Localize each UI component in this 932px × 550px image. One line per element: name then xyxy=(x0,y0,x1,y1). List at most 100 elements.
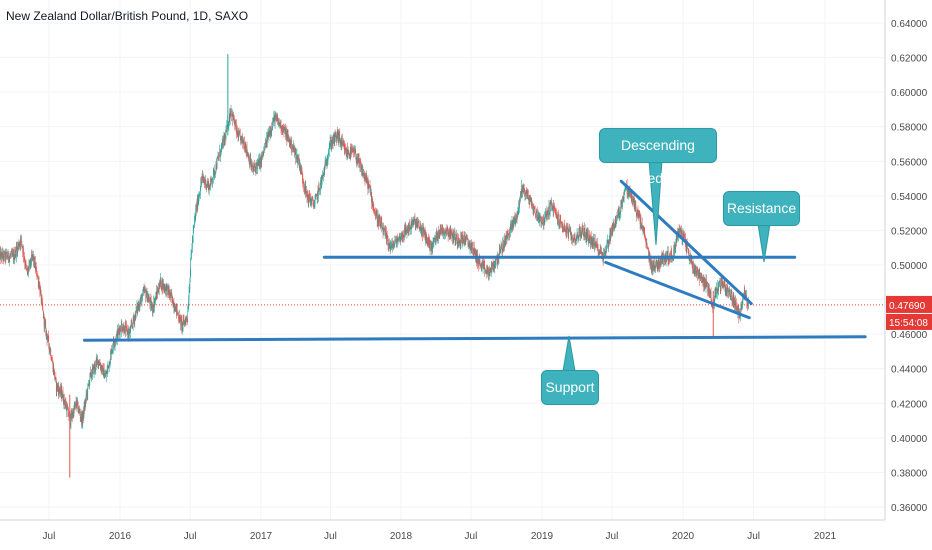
candle-body xyxy=(334,134,335,144)
candle xyxy=(436,230,438,243)
candle xyxy=(132,325,134,329)
candle xyxy=(364,173,365,181)
candle-body xyxy=(420,226,422,228)
candle-body xyxy=(203,179,204,182)
candle xyxy=(352,144,354,153)
candle-body xyxy=(552,203,553,210)
candle-body xyxy=(423,227,425,234)
candle xyxy=(192,235,193,254)
candle xyxy=(41,295,42,305)
candle-body xyxy=(355,157,357,162)
candle-body xyxy=(580,231,581,237)
candle xyxy=(161,280,162,292)
candle-body xyxy=(9,256,10,258)
candle xyxy=(180,316,181,330)
candle xyxy=(644,226,646,239)
candle xyxy=(609,235,610,243)
candle-body xyxy=(517,212,519,217)
candle-body xyxy=(142,290,144,292)
candle-body xyxy=(135,308,137,319)
candle-body xyxy=(365,176,367,182)
candle xyxy=(310,197,311,206)
candle-body xyxy=(557,215,559,221)
candle-body xyxy=(278,121,279,124)
candle-body xyxy=(182,322,183,329)
candle xyxy=(357,153,359,165)
candle xyxy=(65,397,66,409)
candle xyxy=(508,233,509,241)
candle xyxy=(249,161,251,170)
candle-body xyxy=(545,214,547,215)
candle xyxy=(18,242,19,250)
candle xyxy=(120,325,121,331)
candle-body xyxy=(41,297,43,301)
candle xyxy=(286,125,288,146)
candle xyxy=(419,226,420,232)
candle xyxy=(488,271,489,280)
candle-body xyxy=(143,289,144,291)
candle xyxy=(87,388,88,401)
candle xyxy=(516,211,518,224)
candle-body xyxy=(506,235,507,240)
candle-body xyxy=(218,157,219,158)
candle xyxy=(423,226,425,239)
candle-body xyxy=(662,258,664,264)
candle xyxy=(61,393,63,399)
candle xyxy=(379,215,381,228)
candle xyxy=(538,213,540,223)
candle-body xyxy=(225,135,226,140)
candle-body xyxy=(283,128,285,132)
candle xyxy=(513,217,514,229)
candle-body xyxy=(45,323,47,335)
candle-body xyxy=(604,251,606,254)
candle-body xyxy=(413,219,414,226)
candle-body xyxy=(238,131,239,141)
candle xyxy=(298,153,300,167)
candle-body xyxy=(515,214,517,219)
candle xyxy=(680,229,682,235)
candle-body xyxy=(193,227,194,231)
candle xyxy=(614,219,616,229)
candle-body xyxy=(656,260,657,267)
candle xyxy=(302,171,303,184)
candle xyxy=(204,178,205,188)
candle xyxy=(381,217,383,233)
candle xyxy=(454,233,455,241)
candle xyxy=(650,258,652,265)
candle xyxy=(600,245,602,254)
candle-body xyxy=(535,213,536,217)
candle xyxy=(551,197,552,211)
candle xyxy=(195,213,196,223)
candle-body xyxy=(441,228,442,230)
candle xyxy=(119,325,121,341)
candle xyxy=(143,283,145,296)
candle-body xyxy=(252,165,254,170)
candle-body xyxy=(107,365,109,369)
candle xyxy=(239,129,240,137)
candle-body xyxy=(14,256,15,260)
candle-body xyxy=(528,200,530,204)
candle-body xyxy=(568,233,569,238)
candle-body xyxy=(658,261,659,268)
candle-body xyxy=(354,150,356,154)
candle-body xyxy=(332,143,333,144)
candle xyxy=(123,324,125,336)
candle-body xyxy=(335,133,337,136)
candle xyxy=(247,149,248,157)
candle xyxy=(481,261,482,272)
candle xyxy=(225,130,226,146)
candle xyxy=(158,282,159,293)
candle-body xyxy=(270,127,272,134)
candle xyxy=(523,184,524,195)
candle xyxy=(573,234,575,240)
candle xyxy=(605,248,607,257)
candle xyxy=(525,189,527,199)
candle-body xyxy=(73,406,75,417)
candle xyxy=(20,235,21,251)
candle xyxy=(111,348,112,355)
candle-body xyxy=(229,113,231,120)
candle-body xyxy=(91,375,92,377)
candle-body xyxy=(46,330,47,335)
